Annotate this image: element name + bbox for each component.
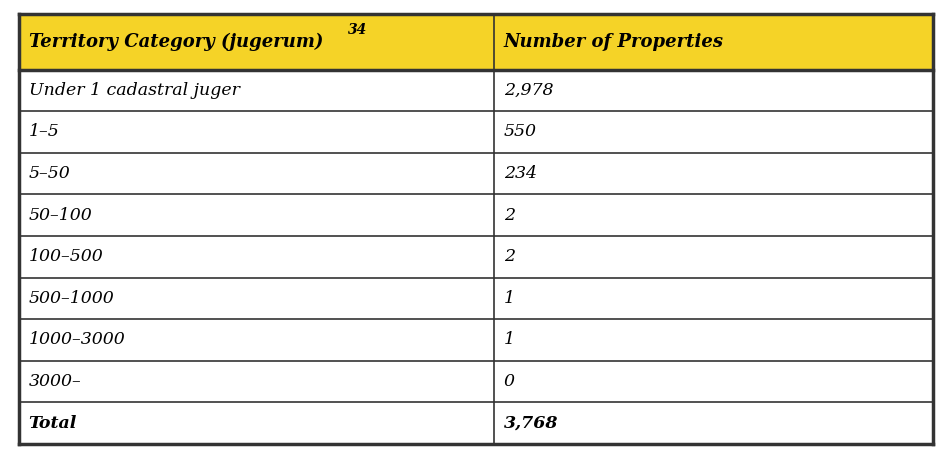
Text: Total: Total <box>29 414 77 432</box>
Bar <box>19 236 494 278</box>
Text: 0: 0 <box>504 373 515 390</box>
Bar <box>19 319 494 361</box>
Bar <box>19 111 494 153</box>
Bar <box>19 153 494 194</box>
Text: Number of Properties: Number of Properties <box>504 33 724 51</box>
Text: 1000–3000: 1000–3000 <box>29 332 126 348</box>
Text: 1: 1 <box>504 290 515 307</box>
Bar <box>19 69 494 111</box>
Bar <box>494 194 933 236</box>
Text: Territory Category (jugerum): Territory Category (jugerum) <box>29 33 323 51</box>
Bar <box>494 69 933 111</box>
Text: Under 1 cadastral juger: Under 1 cadastral juger <box>29 82 240 99</box>
Bar <box>19 402 494 444</box>
Text: 234: 234 <box>504 165 537 182</box>
Text: 3000–: 3000– <box>29 373 81 390</box>
Bar <box>494 111 933 153</box>
Bar <box>494 402 933 444</box>
Bar <box>494 236 933 278</box>
Bar <box>494 319 933 361</box>
Bar <box>19 361 494 402</box>
Text: 2: 2 <box>504 207 515 224</box>
Text: 5–50: 5–50 <box>29 165 70 182</box>
Text: 500–1000: 500–1000 <box>29 290 114 307</box>
Text: 2: 2 <box>504 248 515 265</box>
Text: 34: 34 <box>347 23 367 37</box>
Bar <box>19 278 494 319</box>
Text: 3,768: 3,768 <box>504 414 558 432</box>
Text: 1: 1 <box>504 332 515 348</box>
Text: 550: 550 <box>504 123 537 140</box>
Text: 1–5: 1–5 <box>29 123 59 140</box>
Bar <box>19 194 494 236</box>
Bar <box>494 278 933 319</box>
Bar <box>494 361 933 402</box>
Bar <box>494 153 933 194</box>
Text: 100–500: 100–500 <box>29 248 104 265</box>
Text: 50–100: 50–100 <box>29 207 92 224</box>
Text: 2,978: 2,978 <box>504 82 553 99</box>
